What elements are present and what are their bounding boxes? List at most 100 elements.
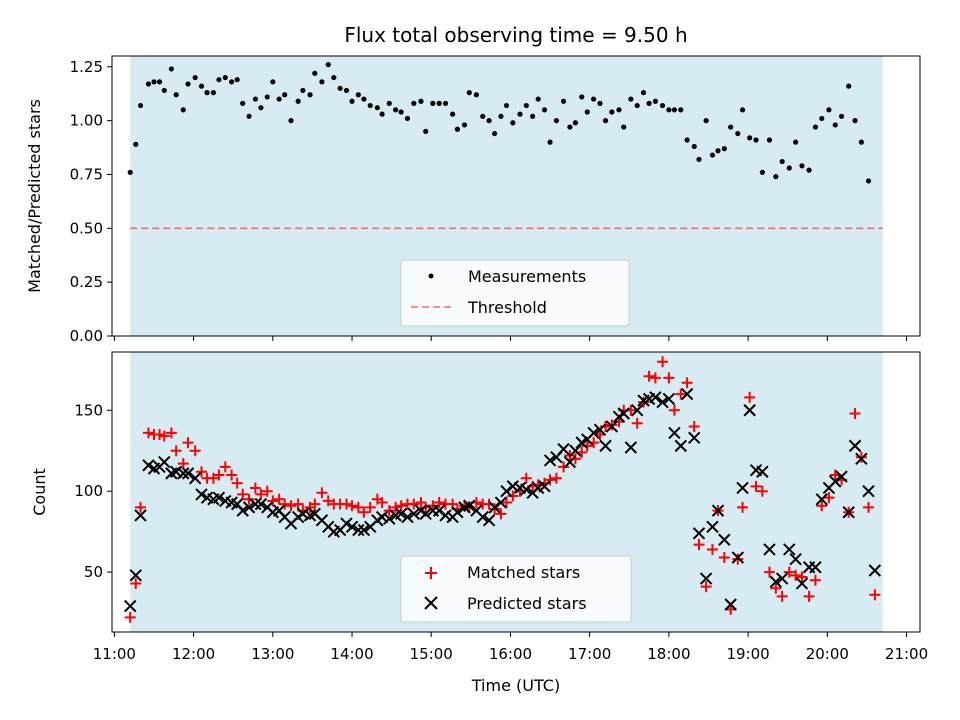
count-y-ticks: 50 100 150 (74, 401, 112, 581)
matched-star-point (809, 574, 821, 586)
measurement-point (398, 109, 404, 115)
predicted-star-point (674, 439, 687, 453)
measurement-point (480, 113, 486, 119)
predicted-star-point (476, 510, 489, 524)
predicted-star-point (394, 507, 408, 521)
matched-star-point (776, 590, 788, 602)
measurement-point (430, 100, 436, 106)
matched-star-point (500, 497, 512, 509)
measurement-point (832, 122, 838, 128)
legend-predicted-marker (424, 596, 438, 610)
predicted-star-point (575, 436, 588, 449)
measurement-point (547, 139, 553, 145)
predicted-star-point (563, 455, 577, 469)
measurement-point (137, 102, 144, 109)
matched-star-point (158, 430, 170, 442)
predicted-star-point (212, 491, 226, 504)
measurement-point (156, 79, 163, 85)
predicted-star-point (500, 484, 513, 498)
measurement-point (671, 107, 678, 113)
measurement-point (735, 130, 741, 137)
predicted-star-point (142, 459, 155, 472)
predicted-star-point (177, 467, 190, 480)
predicted-star-point (736, 481, 749, 495)
x-tick-label: 15:00 (410, 645, 453, 663)
measurement-point (553, 118, 560, 124)
matched-star-point (243, 493, 255, 505)
measurement-point (739, 107, 746, 113)
matched-star-point (358, 506, 370, 518)
measurement-point (185, 81, 191, 87)
measurement-point (288, 118, 294, 124)
measurement-point (349, 98, 355, 104)
predicted-star-point (129, 569, 142, 582)
measurement-point (161, 87, 167, 94)
predicted-star-point (724, 598, 737, 611)
measurement-point (541, 107, 548, 113)
measurement-point (838, 113, 845, 119)
predicted-star-point (587, 426, 600, 440)
matched-star-point (558, 461, 570, 473)
measurement-point (852, 118, 858, 124)
matched-star-point (718, 552, 730, 564)
predicted-star-point (482, 514, 496, 527)
predicted-star-point (829, 475, 842, 488)
matched-star-point (796, 571, 808, 583)
measurement-point (343, 87, 350, 94)
matched-star-point (770, 582, 782, 594)
predicted-star-point (699, 572, 713, 585)
predicted-star-point (407, 507, 421, 521)
measurement-point (793, 139, 799, 145)
measurement-point (367, 102, 373, 109)
count-y-tick-label: 150 (74, 401, 103, 419)
matched-star-point (142, 427, 154, 439)
x-tick-label: 16:00 (489, 645, 532, 663)
measurement-point (766, 137, 773, 143)
measurement-point (418, 98, 424, 104)
measurement-point (572, 120, 579, 126)
measurement-point (404, 115, 411, 122)
matched-star-point (693, 539, 705, 551)
measurement-point (198, 83, 205, 89)
measurement-point (473, 92, 479, 98)
ratio-y-tick-label: 0.00 (70, 327, 103, 345)
predicted-star-point (789, 552, 802, 566)
x-tick-label: 11:00 (93, 645, 136, 663)
measurement-point (812, 124, 819, 130)
measurements-series (127, 62, 872, 184)
matched-star-point (849, 408, 861, 420)
matched-star-point (643, 370, 655, 382)
ratio-panel: 0.00 0.25 0.50 0.75 1.00 1.25 Matched/Predict… (25, 55, 921, 345)
matched-star-point (790, 569, 802, 581)
predicted-star-point (809, 561, 822, 574)
matched-star-point (170, 445, 182, 457)
predicted-star-point (543, 454, 557, 467)
measurement-point (145, 81, 152, 87)
matched-star-point (869, 589, 881, 601)
predicted-star-point (731, 551, 745, 564)
measurement-point (300, 87, 306, 94)
x-tick-label: 12:00 (172, 645, 215, 663)
measurement-point (386, 100, 392, 106)
measurement-point (229, 79, 235, 85)
chart-title: Flux total observing time = 9.50 h (344, 23, 687, 47)
matched-star-point (550, 472, 562, 484)
matched-star-point (688, 420, 700, 432)
matched-star-point (700, 581, 712, 593)
predicted-star-point (711, 504, 725, 517)
measurement-point (466, 90, 472, 96)
predicted-star-point (756, 465, 769, 478)
predicted-star-point (795, 577, 809, 590)
ratio-y-tick-label: 0.50 (70, 219, 103, 237)
matched-star-point (408, 498, 420, 510)
matched-star-point (663, 372, 675, 384)
measurement-point (560, 98, 567, 104)
predicted-star-point (375, 510, 389, 524)
predicted-star-point (718, 533, 731, 546)
measurement-point (210, 90, 216, 96)
measurement-point (276, 96, 282, 102)
measurement-point (826, 107, 832, 113)
matched-star-point (383, 505, 395, 517)
matched-star-point (346, 500, 358, 512)
matched-star-point (196, 466, 208, 478)
